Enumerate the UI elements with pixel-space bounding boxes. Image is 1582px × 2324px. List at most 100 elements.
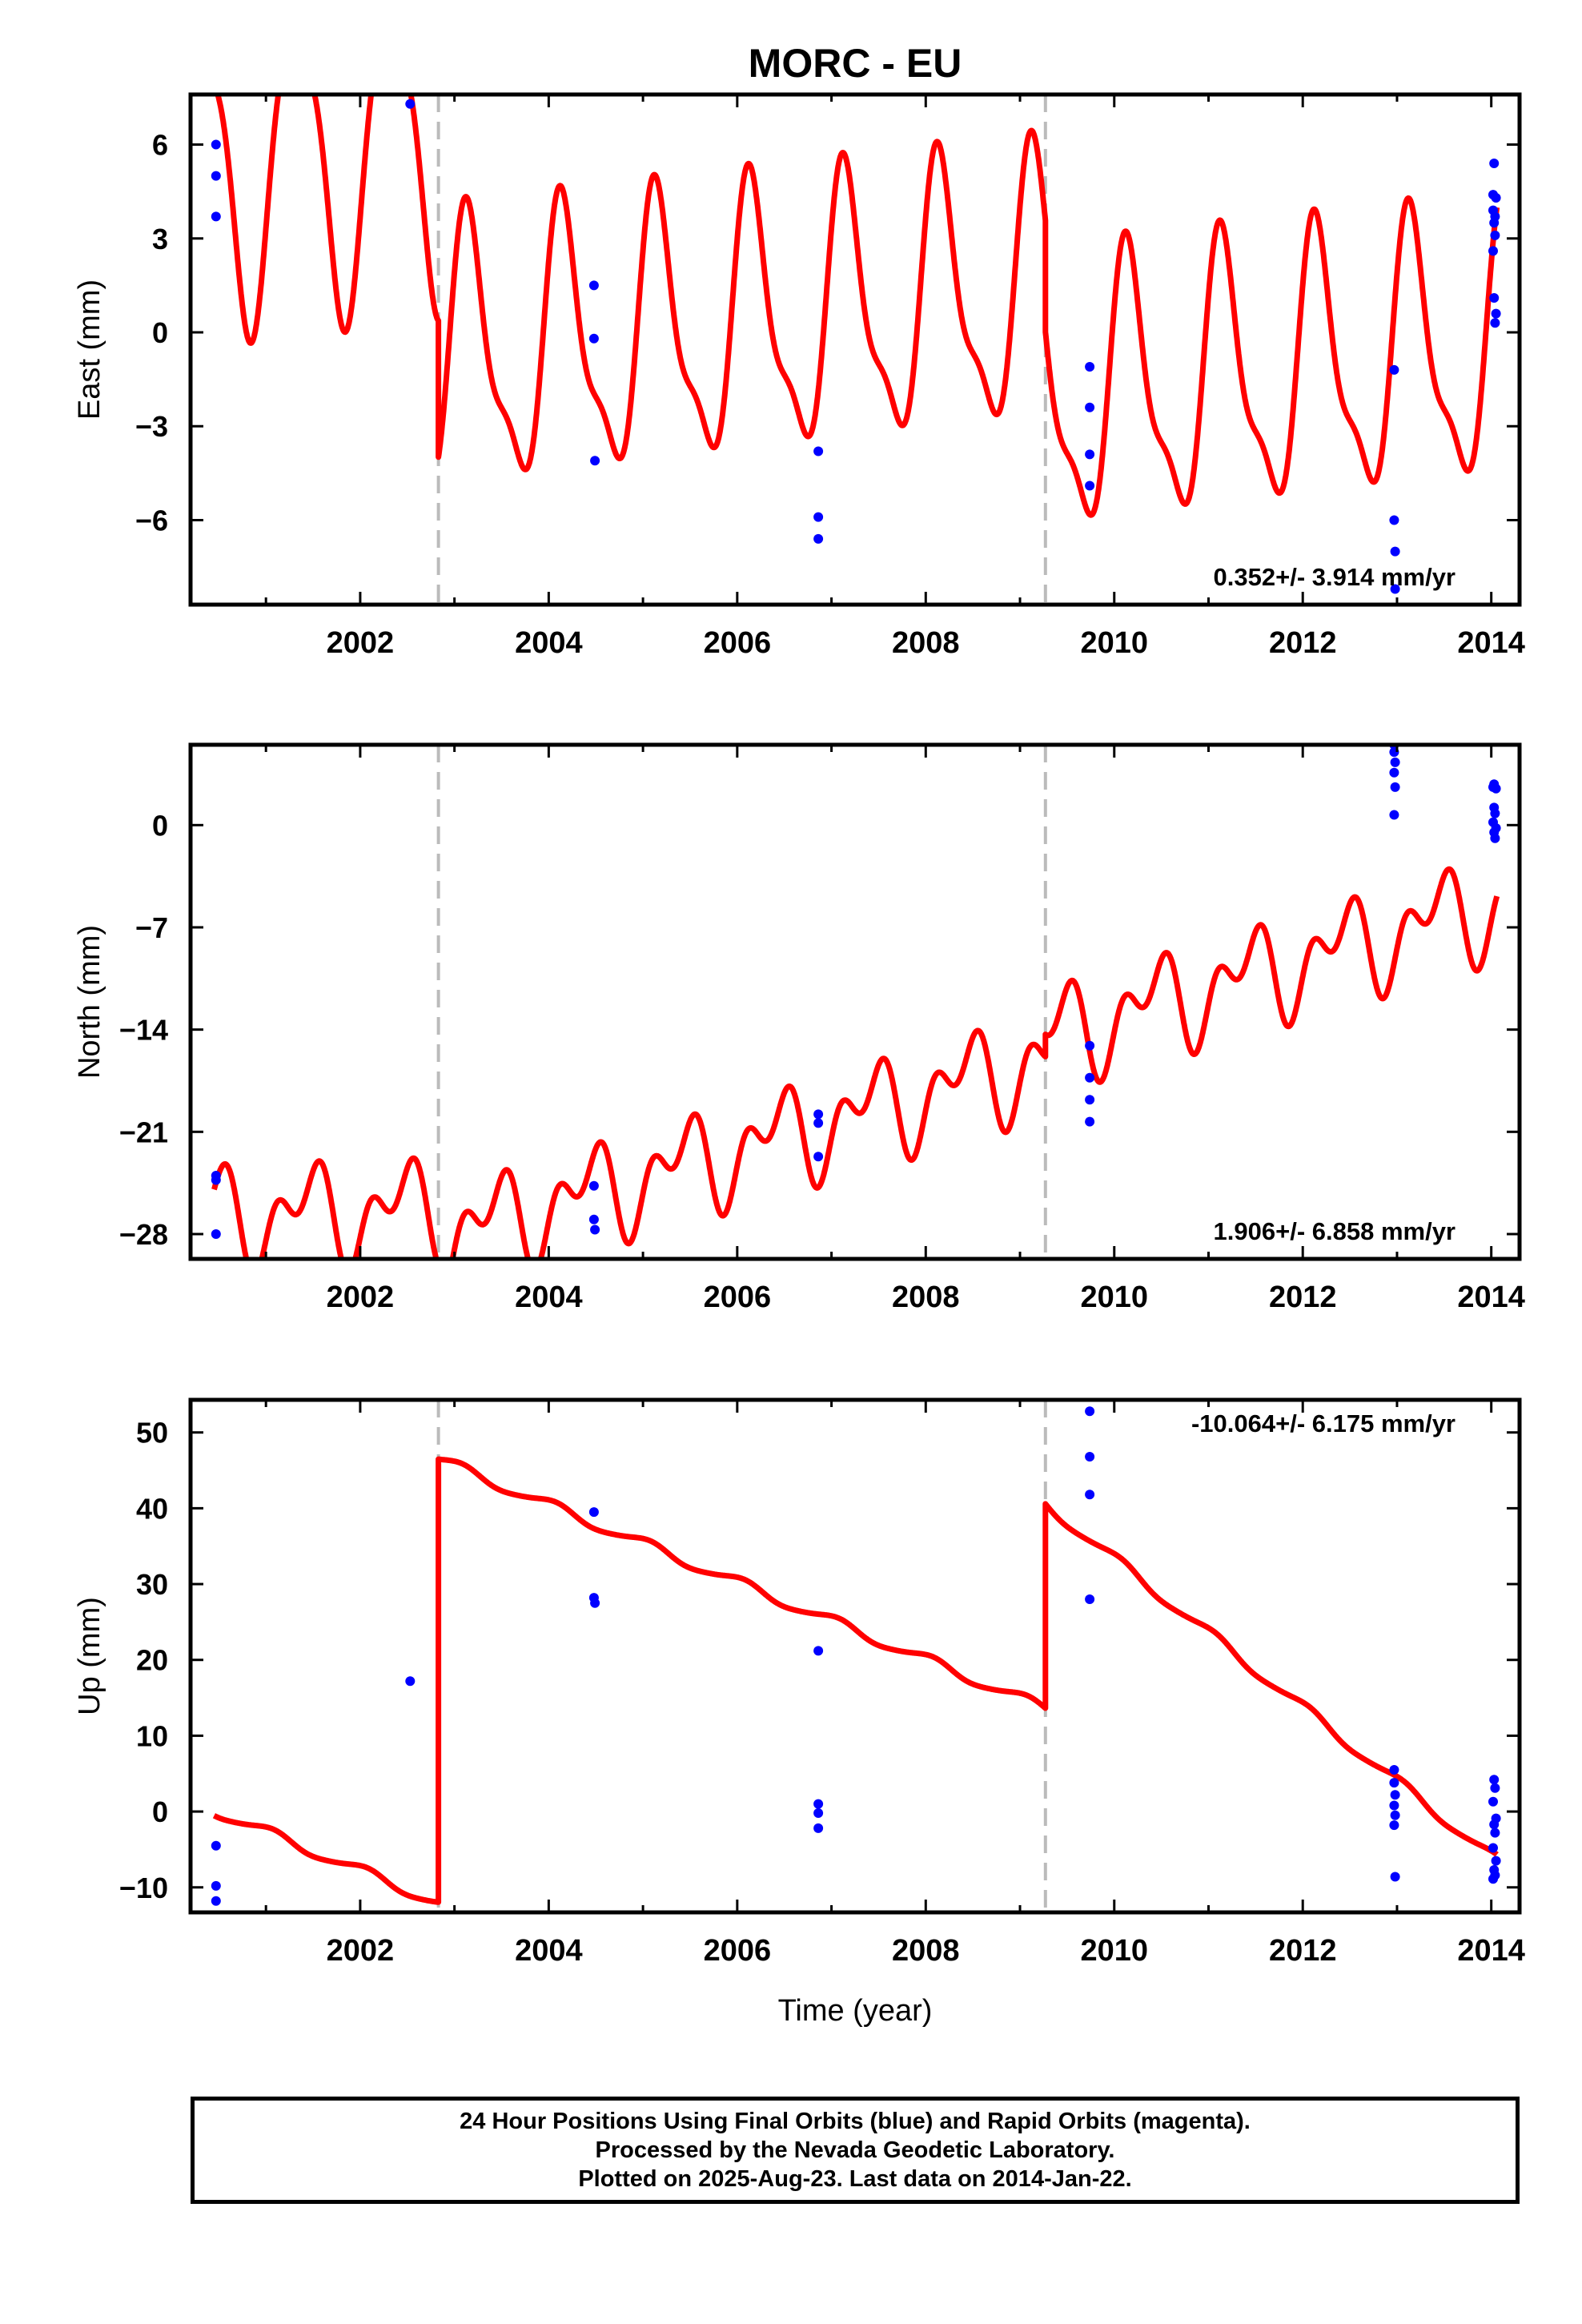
data-point [1085, 1452, 1095, 1462]
data-point [1490, 318, 1500, 328]
plot-frame [188, 92, 1522, 607]
plot-frame [188, 742, 1522, 1261]
y-tick-label: 10 [136, 1719, 168, 1752]
data-point [1491, 193, 1501, 203]
data-point [1389, 1800, 1399, 1811]
data-point [1389, 767, 1399, 778]
y-tick-label: 3 [152, 223, 168, 255]
data-point [588, 1507, 599, 1518]
data-point [1085, 1594, 1095, 1604]
data-point [1488, 1796, 1498, 1807]
data-point [813, 1808, 824, 1818]
data-point [211, 1840, 221, 1851]
data-point [1490, 1827, 1500, 1838]
data-point [813, 1823, 824, 1833]
data-point [588, 1180, 599, 1191]
data-point [211, 139, 221, 150]
data-point [1489, 293, 1500, 303]
y-tick-label: 50 [136, 1417, 168, 1449]
data-point [211, 1229, 221, 1239]
x-tick-label: 2006 [704, 626, 772, 660]
data-point [590, 1224, 600, 1235]
data-point [1085, 1116, 1095, 1127]
data-point [1489, 1775, 1500, 1785]
data-point [1489, 159, 1500, 168]
data-point [1085, 449, 1095, 460]
caption-line-1: 24 Hour Positions Using Final Orbits (bl… [460, 2109, 1251, 2134]
data-point [813, 1152, 824, 1162]
data-point [211, 171, 221, 181]
data-point [1488, 246, 1498, 256]
rate-label: 1.906+/- 6.858 mm/yr [1214, 1217, 1456, 1245]
rate-label: 0.352+/- 3.914 mm/yr [1214, 563, 1456, 591]
x-tick-label: 2004 [515, 1934, 583, 1968]
data-point [813, 1799, 824, 1809]
y-tick-label: −14 [119, 1014, 168, 1047]
data-point [813, 512, 824, 522]
y-tick-label: 20 [136, 1644, 168, 1677]
data-point [1085, 1490, 1095, 1500]
data-point [1389, 810, 1399, 820]
data-point [1491, 308, 1501, 319]
data-point [1085, 1095, 1095, 1105]
x-tick-label: 2008 [892, 1281, 960, 1314]
up-panel: 2002 2004 2006 2008 2010 2012 201450403020100−… [73, 1397, 1525, 1968]
east-panel: 2002 2004 2006 2008 2010 2012 2014 6 3 0 −3 −6 East … [73, 92, 1525, 660]
x-tick-label: 2004 [515, 626, 583, 660]
data-point [1389, 1765, 1399, 1775]
data-point [1390, 584, 1400, 594]
x-tick-label: 2012 [1269, 1281, 1337, 1314]
x-tick-label: 2008 [892, 626, 960, 660]
x-tick-label: 2014 [1457, 1934, 1525, 1968]
x-tick-label: 2010 [1080, 626, 1148, 660]
x-axis-label: Time (year) [778, 1994, 933, 2028]
data-point [1389, 364, 1399, 375]
y-tick-label: −6 [135, 504, 168, 537]
data-point [813, 1109, 824, 1120]
x-tick-label: 2002 [327, 1934, 395, 1968]
data-point [1490, 808, 1500, 818]
rate-label: -10.064+/- 6.175 mm/yr [1191, 1409, 1456, 1437]
data-point [1390, 1790, 1400, 1800]
chart-title: MORC - EU [749, 41, 962, 86]
data-point [1489, 218, 1500, 228]
plot-frame [188, 1397, 1522, 1915]
data-point [1390, 782, 1400, 792]
data-point [211, 211, 221, 222]
y-tick-label: 0 [152, 316, 168, 349]
x-tick-label: 2014 [1457, 626, 1525, 660]
y-axis-label: North (mm) [73, 925, 106, 1079]
data-point [1488, 1874, 1498, 1884]
data-point [211, 1880, 221, 1891]
data-point [588, 280, 599, 291]
data-point [1390, 1872, 1400, 1882]
x-tick-label: 2006 [704, 1934, 772, 1968]
y-tick-label: 40 [136, 1492, 168, 1525]
caption-line-3: Plotted on 2025-Aug-23. Last data on 201… [578, 2166, 1132, 2192]
y-tick-label: −28 [119, 1218, 168, 1251]
data-point [588, 333, 599, 344]
data-point [590, 1598, 600, 1608]
x-tick-label: 2002 [327, 1281, 395, 1314]
data-point [211, 1175, 221, 1185]
north-panel: 2002 2004 2006 2008 2010 2012 2014 0 −7 −14 −21 −28… [73, 742, 1525, 1314]
caption-line-2: Processed by the Nevada Geodetic Laborat… [595, 2137, 1115, 2163]
model-curve [211, 866, 1500, 1259]
y-tick-label: −7 [135, 911, 168, 944]
data-point [1490, 1783, 1500, 1793]
data-point [1389, 1820, 1399, 1831]
y-tick-label: −21 [119, 1116, 168, 1148]
x-tick-label: 2002 [327, 626, 395, 660]
data-point [813, 446, 824, 456]
y-tick-label: −3 [135, 410, 168, 443]
x-tick-label: 2010 [1080, 1934, 1148, 1968]
data-point [1490, 833, 1500, 843]
y-tick-label: 6 [152, 129, 168, 162]
y-tick-label: 0 [152, 1795, 168, 1828]
data-point [1085, 362, 1095, 372]
y-tick-label: 30 [136, 1568, 168, 1601]
data-point [1389, 515, 1399, 525]
data-point [1491, 783, 1501, 794]
data-point [1489, 1819, 1500, 1830]
